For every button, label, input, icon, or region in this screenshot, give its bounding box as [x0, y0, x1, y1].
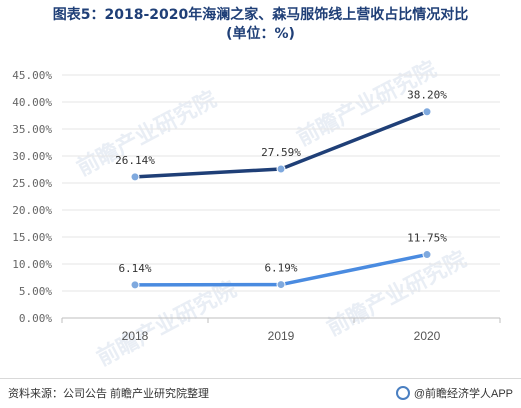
- y-tick-label: 35.00%: [12, 123, 52, 136]
- chart-title: 图表5：2018-2020年海澜之家、森马服饰线上营收占比情况对比 (单位：%): [0, 6, 521, 43]
- data-label: 38.20%: [407, 89, 447, 102]
- y-tick-label: 40.00%: [12, 96, 52, 109]
- y-tick-label: 10.00%: [12, 258, 52, 271]
- data-label: 6.19%: [264, 262, 297, 275]
- footer: 资料来源：公司公告 前瞻产业研究院整理 @前瞻经济学人APP: [0, 378, 521, 408]
- data-label: 27.59%: [261, 146, 301, 159]
- x-tick-label: 2018: [122, 329, 149, 343]
- chart-title-line1: 图表5：2018-2020年海澜之家、森马服饰线上营收占比情况对比: [52, 7, 469, 23]
- y-tick-label: 0.00%: [19, 312, 52, 325]
- y-tick-label: 30.00%: [12, 150, 52, 163]
- data-point: [130, 280, 140, 290]
- data-label: 26.14%: [115, 154, 155, 167]
- source-note: 资料来源：公司公告 前瞻产业研究院整理: [8, 388, 210, 400]
- y-tick-label: 45.00%: [12, 69, 52, 82]
- data-point: [276, 164, 286, 174]
- brand-text: @前瞻经济学人APP: [413, 388, 513, 400]
- data-point: [130, 172, 140, 182]
- data-label: 11.75%: [407, 232, 447, 245]
- y-tick-label: 25.00%: [12, 177, 52, 190]
- brand-tag: @前瞻经济学人APP: [395, 385, 513, 401]
- watermark-text: 前瞻产业研究院: [93, 276, 241, 370]
- y-tick-label: 5.00%: [19, 285, 52, 298]
- y-tick-label: 15.00%: [12, 231, 52, 244]
- chart-title-line2: (单位：%): [226, 26, 295, 42]
- y-tick-label: 20.00%: [12, 204, 52, 217]
- data-label: 6.14%: [118, 262, 151, 275]
- data-point: [276, 280, 286, 290]
- data-point: [422, 250, 432, 260]
- x-tick-label: 2020: [414, 329, 441, 343]
- x-tick-label: 2019: [268, 329, 295, 343]
- data-point: [422, 107, 432, 117]
- brand-logo-icon: [395, 386, 410, 400]
